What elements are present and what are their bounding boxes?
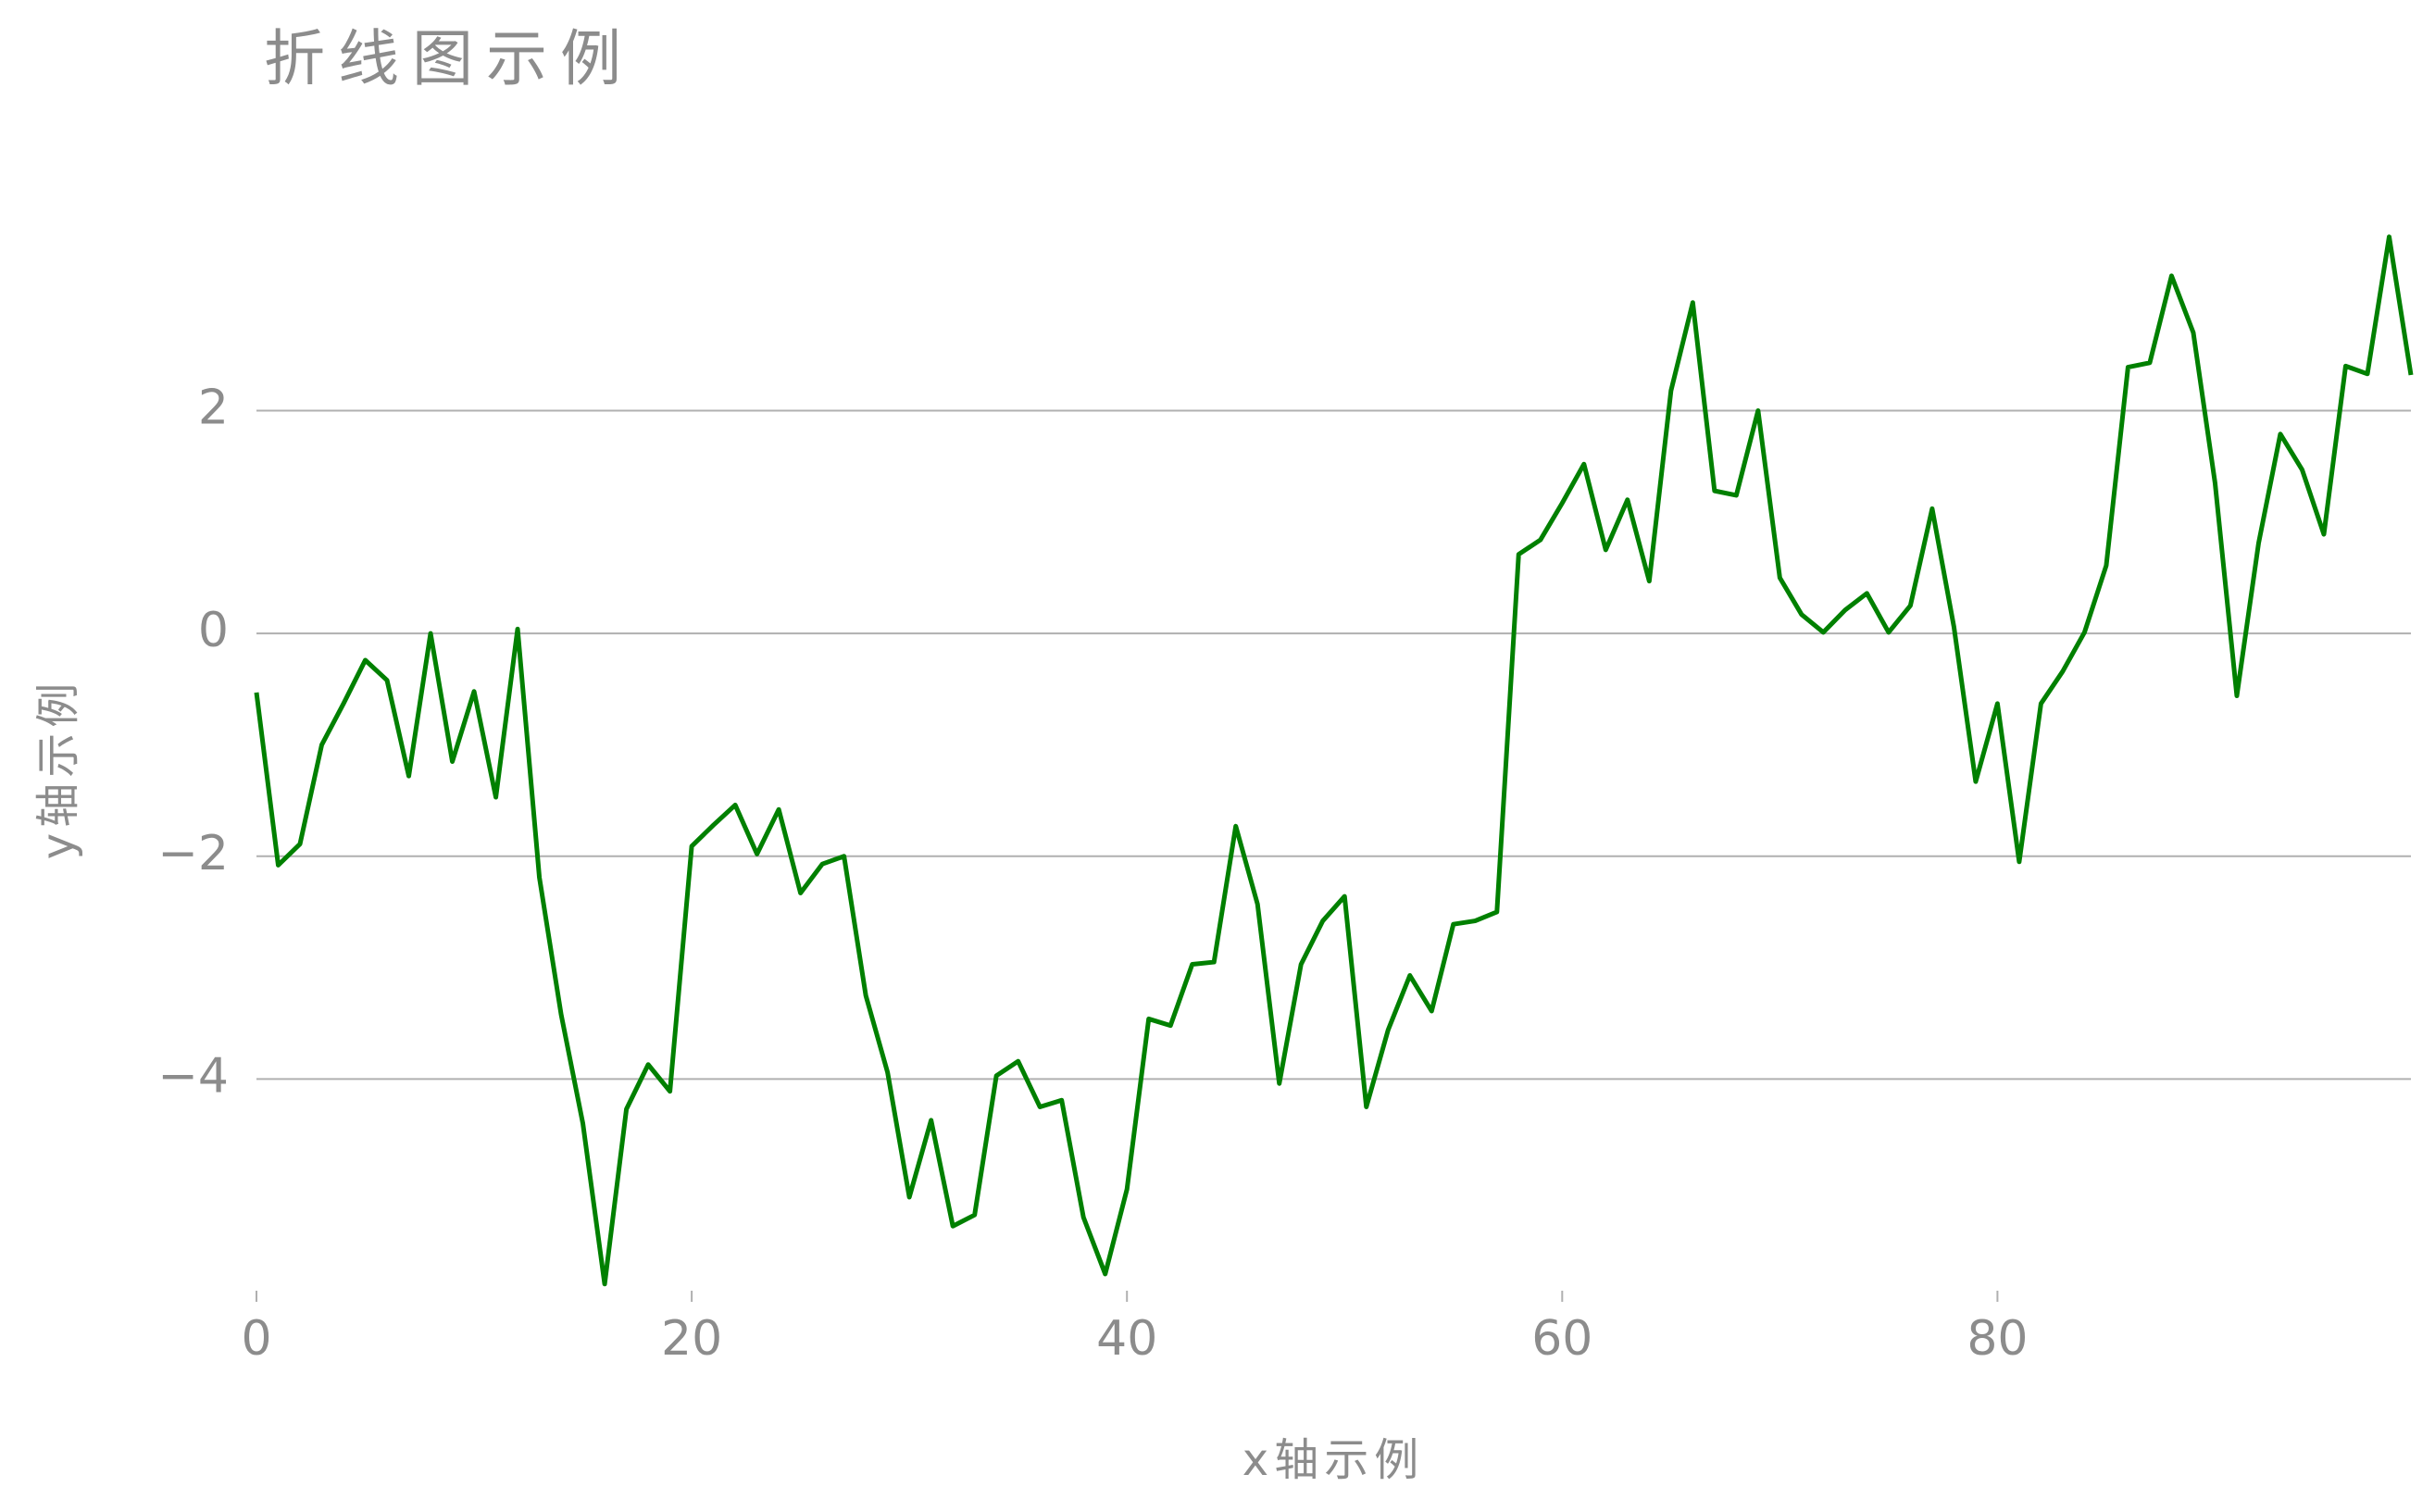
y-tick-label: −4 [157,1048,229,1104]
y-tick-label: 0 [198,603,229,658]
x-tick-label: 80 [1967,1311,2028,1367]
y-axis-label: y轴示例 [32,678,84,859]
y-tick-label: 2 [198,381,229,436]
x-tick-label: 60 [1531,1311,1592,1367]
x-tick-label: 20 [661,1311,722,1367]
y-tick-label: −2 [157,826,229,881]
chart-title: 折线图示例 [264,23,634,94]
x-tick-label: 40 [1096,1311,1157,1367]
data-line [254,234,2414,1287]
x-axis-label: x轴示例 [1242,1434,1424,1486]
x-tick-label: 0 [241,1311,271,1367]
